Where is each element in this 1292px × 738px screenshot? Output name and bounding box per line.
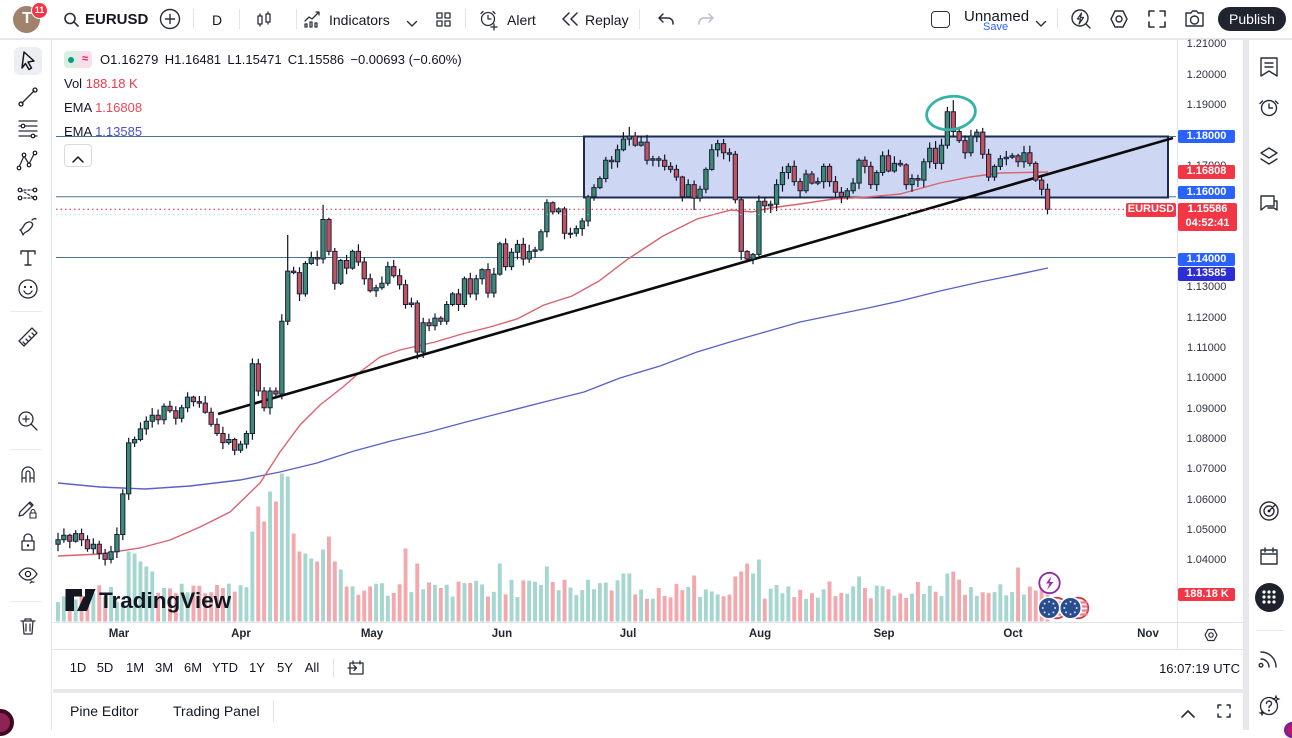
svg-text:TradingView: TradingView: [99, 588, 232, 613]
